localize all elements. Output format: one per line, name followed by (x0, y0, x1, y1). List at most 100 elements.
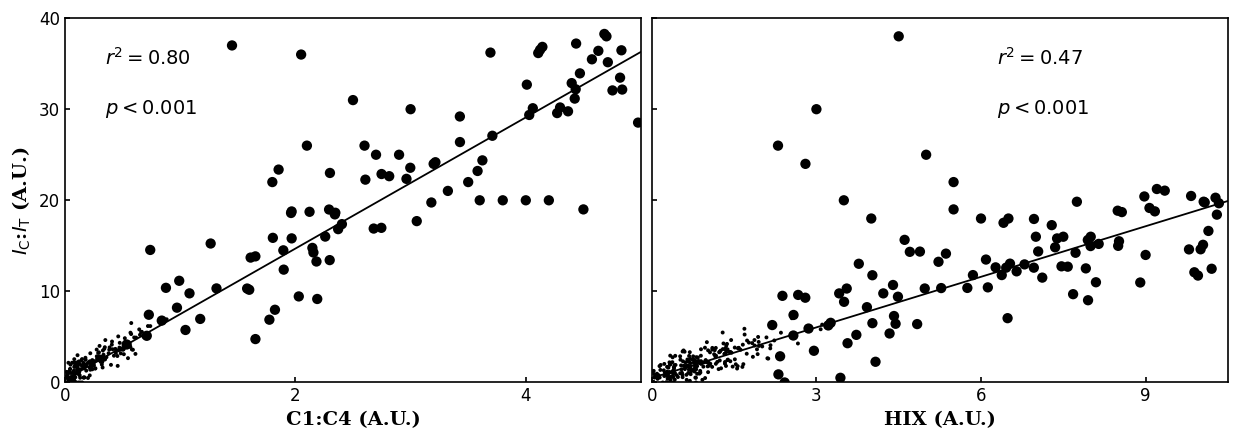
Point (788, 340, 808, 347)
Point (690, 359, 710, 367)
Point (660, 376, 680, 383)
Point (133, 328, 152, 335)
Point (703, 363, 722, 370)
Point (729, 345, 748, 352)
Point (107, 347, 126, 354)
Point (658, 364, 678, 371)
Point (89, 354, 109, 361)
Point (676, 371, 696, 378)
Point (799, 325, 819, 332)
Point (761, 342, 781, 349)
Point (69, 360, 89, 367)
Point (291, 51, 311, 58)
Point (659, 368, 679, 375)
Point (66, 379, 85, 386)
Point (108, 333, 128, 340)
Point (176, 326, 196, 334)
Point (136, 332, 156, 339)
Point (595, 30, 615, 37)
Point (678, 370, 698, 377)
Point (328, 226, 348, 233)
Point (74, 365, 94, 372)
Point (648, 375, 668, 382)
Point (771, 353, 790, 360)
Point (683, 356, 703, 363)
Point (676, 376, 696, 383)
Point (649, 374, 669, 381)
Point (679, 358, 699, 365)
Point (307, 295, 327, 302)
Point (76, 356, 95, 363)
Point (862, 272, 882, 279)
Point (58, 379, 78, 386)
Point (729, 345, 748, 352)
Point (89, 356, 109, 363)
Point (818, 322, 838, 329)
Point (320, 169, 339, 176)
Point (684, 359, 704, 366)
Point (654, 367, 674, 374)
Point (862, 319, 882, 326)
Point (94, 354, 114, 361)
Point (673, 371, 693, 378)
Point (72, 356, 92, 363)
Point (721, 349, 741, 356)
Point (685, 374, 705, 381)
Point (94, 356, 114, 363)
Point (678, 358, 698, 365)
Point (108, 352, 128, 359)
Point (180, 290, 199, 297)
Point (240, 254, 260, 261)
Point (932, 285, 952, 292)
Point (64, 372, 84, 379)
Point (400, 164, 420, 171)
Point (107, 349, 126, 356)
Point (820, 319, 840, 326)
Point (1007, 268, 1027, 275)
Point (64, 362, 84, 369)
Point (109, 347, 129, 354)
Point (59, 377, 79, 384)
Point (996, 264, 1016, 271)
Point (93, 364, 113, 371)
Point (281, 209, 301, 216)
Point (834, 197, 854, 204)
Point (79, 358, 99, 365)
Point (121, 330, 141, 337)
Point (846, 331, 866, 338)
Point (89, 342, 109, 349)
Point (657, 379, 676, 386)
Point (729, 344, 748, 351)
Point (82, 364, 102, 371)
Point (320, 206, 339, 213)
Point (782, 315, 802, 322)
Point (64, 379, 84, 386)
Point (1063, 291, 1083, 298)
Point (84, 358, 104, 365)
Point (907, 321, 927, 328)
Point (140, 323, 160, 330)
Point (1209, 200, 1229, 207)
Point (73, 359, 93, 366)
Point (774, 379, 794, 386)
Point (59, 369, 79, 376)
Point (680, 359, 700, 367)
Point (684, 356, 704, 363)
Point (76, 354, 95, 361)
Point (170, 277, 190, 284)
Point (1145, 208, 1165, 215)
Point (57, 379, 77, 386)
Point (64, 379, 84, 386)
Point (123, 346, 142, 353)
Point (670, 370, 690, 377)
Point (714, 340, 733, 347)
Point (589, 48, 608, 55)
Point (97, 354, 116, 361)
Point (679, 352, 699, 359)
Point (700, 349, 720, 356)
Point (67, 361, 87, 368)
Point (716, 342, 736, 349)
Point (745, 337, 764, 344)
Point (660, 373, 680, 380)
Point (690, 369, 710, 376)
